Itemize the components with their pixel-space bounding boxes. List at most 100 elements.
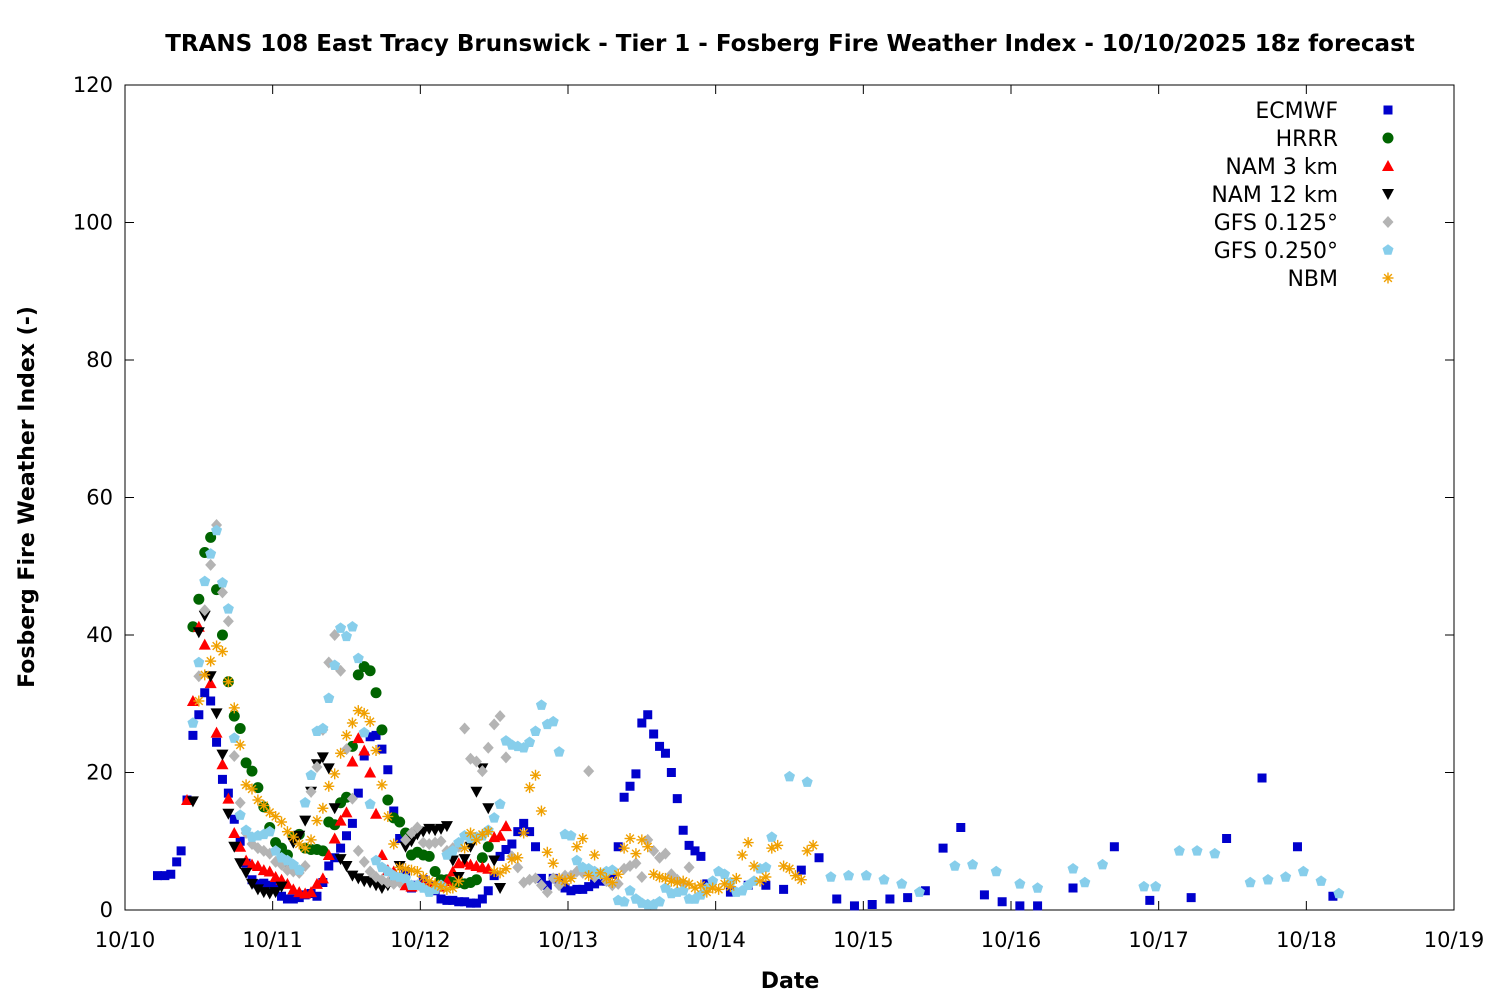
data-point (200, 688, 210, 698)
data-point (186, 796, 199, 808)
data-point (347, 818, 357, 828)
data-point (193, 593, 205, 605)
data-point (205, 655, 217, 667)
data-point (1109, 842, 1119, 852)
data-point (606, 864, 618, 875)
data-point (193, 656, 205, 668)
data-point (194, 710, 204, 720)
data-point (160, 871, 170, 881)
data-point (210, 726, 223, 738)
data-point (979, 890, 989, 900)
data-point (187, 717, 199, 728)
data-point (352, 652, 364, 664)
data-point (1191, 845, 1203, 856)
data-point (606, 877, 618, 888)
data-point (636, 871, 648, 883)
data-point (1209, 847, 1221, 859)
data-point (346, 792, 358, 805)
data-point (499, 820, 512, 832)
data-point (335, 747, 347, 759)
data-point (206, 696, 216, 706)
data-point (541, 886, 553, 899)
data-point (370, 745, 382, 756)
data-point (371, 730, 381, 740)
data-point (294, 893, 304, 903)
data-point (192, 627, 205, 639)
data-point (565, 829, 577, 841)
data-point (525, 827, 535, 837)
data-point (246, 783, 258, 795)
data-point (172, 857, 182, 867)
data-point (216, 586, 228, 599)
data-point (659, 847, 671, 860)
data-point (530, 769, 542, 781)
data-point (577, 833, 589, 844)
data-point (234, 723, 246, 734)
data-point (1222, 834, 1232, 843)
x-tick-label: 10/12 (390, 928, 451, 952)
data-point (956, 823, 966, 832)
data-point (458, 854, 471, 866)
data-point (411, 821, 423, 834)
legend-marker (1382, 132, 1394, 144)
data-point (519, 818, 529, 828)
data-point (595, 876, 605, 886)
data-point (666, 768, 676, 777)
data-point (760, 861, 772, 873)
data-point (275, 881, 288, 893)
data-point (471, 898, 481, 908)
data-point (240, 867, 253, 879)
data-point (631, 769, 641, 779)
data-point (389, 806, 399, 816)
data-point (1138, 880, 1150, 892)
data-point (246, 765, 258, 777)
data-point (654, 895, 666, 907)
data-point (193, 695, 205, 707)
x-tick-label: 10/15 (833, 928, 894, 952)
data-point (885, 894, 895, 904)
data-point (364, 665, 376, 677)
data-point (583, 870, 595, 882)
data-point (269, 887, 282, 899)
data-point (470, 786, 483, 798)
data-point (282, 894, 292, 904)
data-point (1280, 871, 1292, 882)
data-point (990, 865, 1002, 877)
data-point (459, 722, 471, 735)
data-point (324, 861, 334, 871)
data-point (1292, 842, 1302, 852)
data-point (460, 897, 470, 907)
data-point (660, 748, 670, 758)
data-point (316, 752, 329, 764)
data-point (234, 739, 246, 751)
legend-marker (1382, 244, 1394, 255)
data-point (276, 816, 288, 828)
legend-marker (1383, 105, 1393, 115)
data-point (501, 845, 511, 854)
data-point (383, 765, 393, 775)
data-point (228, 750, 240, 762)
data-point (211, 524, 223, 536)
data-point (796, 865, 806, 875)
data-point (482, 741, 494, 754)
series-nbm (193, 640, 819, 898)
data-point (612, 868, 624, 880)
data-point (358, 744, 371, 756)
data-point (642, 841, 654, 853)
x-tick-label: 10/17 (1128, 928, 1189, 952)
data-point (860, 869, 872, 881)
data-points (152, 519, 1345, 911)
data-point (1079, 876, 1091, 888)
data-point (512, 861, 524, 874)
data-point (376, 724, 388, 736)
data-point (340, 630, 353, 642)
data-point (293, 838, 305, 850)
data-point (618, 842, 630, 854)
x-tick-label: 10/16 (981, 928, 1042, 952)
data-point (590, 879, 600, 889)
data-point (672, 794, 682, 804)
data-point (323, 780, 335, 792)
data-point (613, 842, 623, 852)
legend-label: GFS 0.250° (1214, 239, 1338, 264)
